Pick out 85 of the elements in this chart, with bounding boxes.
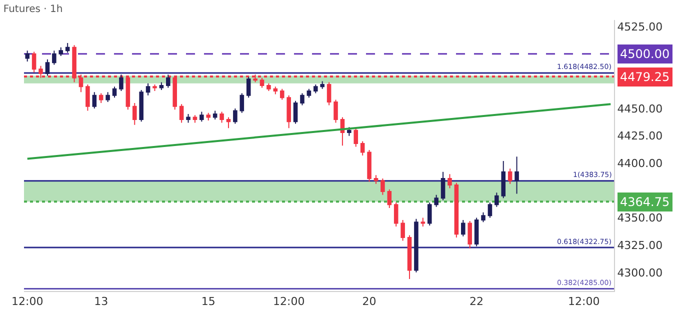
candlestick (306, 88, 312, 98)
ref-line-label: 4479.25 (620, 70, 670, 84)
x-tick-label: 15 (201, 295, 216, 308)
candlestick (25, 50, 30, 62)
ref-line-label: 4364.75 (620, 195, 670, 209)
candlestick (488, 202, 492, 218)
candlestick (52, 50, 56, 66)
y-tick-label: 4300.00 (617, 266, 663, 280)
candlestick (92, 92, 97, 110)
x-tick-label: 13 (94, 295, 108, 308)
candlestick (420, 217, 426, 228)
candlestick (414, 218, 418, 273)
y-tick-label: 4325.00 (617, 238, 663, 252)
candlestick (192, 114, 198, 124)
candlestick (159, 82, 164, 90)
candlestick (32, 51, 36, 73)
candlestick (106, 92, 110, 102)
candlestick (367, 150, 372, 182)
y-tick-label: 4525.00 (617, 20, 663, 34)
candlestick (273, 86, 278, 95)
candlestick (246, 76, 251, 98)
candlestick (326, 82, 332, 106)
candlestick (139, 89, 144, 122)
candlestick (240, 92, 244, 114)
candlestick (334, 99, 338, 124)
candlestick (501, 160, 506, 199)
candlestick (494, 192, 499, 208)
candlestick (434, 194, 438, 208)
candlestick (200, 111, 204, 122)
candlestick (481, 212, 486, 223)
candlestick (179, 104, 184, 124)
candlestick (65, 42, 70, 54)
candlestick (440, 171, 446, 201)
candlestick (293, 100, 298, 124)
candlestick (347, 126, 352, 136)
candlestick (407, 234, 412, 280)
y-tick-label: 4350.00 (617, 212, 663, 225)
candlestick (320, 80, 324, 90)
candlestick (394, 202, 398, 228)
candlestick (387, 188, 392, 208)
candlestick (112, 86, 117, 98)
candlestick (152, 84, 157, 92)
candlestick (220, 111, 224, 124)
x-tick-label: 12:00 (12, 295, 44, 308)
candlestick (468, 220, 472, 249)
x-tick-label: 20 (362, 295, 376, 308)
candlestick (474, 217, 479, 247)
candlestick (354, 128, 358, 148)
candlestick (461, 219, 466, 237)
candlestick (98, 92, 104, 104)
candlestick (226, 116, 231, 129)
y-tick-label: 4400.00 (617, 157, 663, 170)
candlestick (186, 113, 190, 124)
candlestick (212, 110, 218, 120)
candlestick (300, 92, 304, 106)
x-tick-label: 12:00 (272, 295, 305, 308)
candlestick (427, 202, 432, 226)
y-tick-label: 4425.00 (617, 130, 663, 143)
candlestick (233, 108, 238, 124)
candlestick (146, 82, 150, 96)
candlestick (454, 182, 459, 238)
candlestick (280, 88, 284, 100)
candlestick (45, 58, 50, 76)
chart-title: Futures · 1h (3, 4, 63, 15)
candlestick (58, 46, 64, 57)
candlestick (360, 140, 365, 156)
candlestick (514, 156, 519, 194)
candlestick (206, 112, 211, 122)
candlestick (266, 82, 271, 92)
candlestick (314, 84, 318, 94)
candlestick (119, 74, 124, 92)
candlestick (286, 94, 291, 129)
candlestick (508, 168, 512, 184)
x-tick-label: 22 (470, 295, 484, 308)
candlestick (448, 174, 452, 189)
candlestick (374, 174, 378, 184)
y-tick-label: 4450.00 (617, 102, 663, 116)
x-tick-label: 12:00 (568, 295, 600, 308)
candlestick (380, 178, 385, 196)
candlestick (260, 77, 264, 88)
candlestick (132, 102, 137, 126)
candlestick (166, 74, 170, 88)
candlestick (86, 84, 90, 112)
candlestick (400, 219, 405, 242)
ref-line-label: 4500.00 (620, 47, 670, 61)
